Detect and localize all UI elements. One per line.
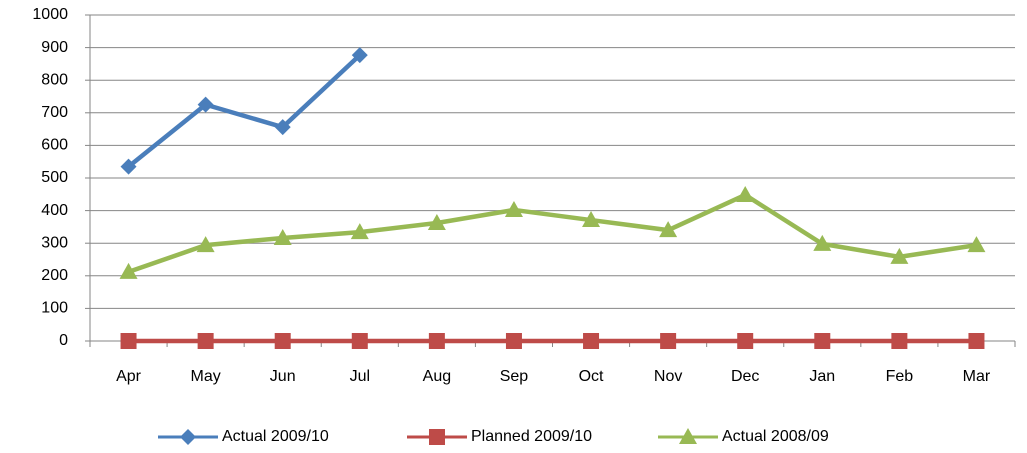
data-point	[119, 262, 138, 279]
x-tick-label: Feb	[886, 368, 914, 385]
data-point	[196, 236, 215, 253]
x-tick-label: Mar	[963, 368, 991, 385]
data-point	[428, 333, 445, 349]
data-point	[427, 213, 446, 230]
data-point	[350, 223, 369, 240]
legend-marker	[180, 429, 196, 445]
data-point	[659, 221, 678, 238]
x-tick-label: Sep	[500, 368, 529, 385]
y-tick-label: 800	[41, 71, 68, 88]
legend-marker	[679, 428, 697, 444]
data-point	[736, 185, 755, 202]
data-point	[273, 228, 292, 245]
data-point	[351, 47, 368, 64]
legend-marker	[429, 429, 445, 445]
y-tick-label: 1000	[32, 6, 68, 23]
x-tick-label: Nov	[654, 368, 682, 385]
y-tick-label: 500	[41, 169, 68, 186]
y-tick-label: 200	[41, 267, 68, 284]
data-point	[737, 333, 754, 349]
y-tick-label: 300	[41, 234, 68, 251]
data-point	[197, 333, 214, 349]
data-point	[274, 119, 291, 136]
data-point	[504, 200, 523, 217]
series-line	[127, 53, 362, 169]
data-point	[968, 333, 985, 349]
legend-label: Actual 2008/09	[722, 428, 829, 445]
legend-label: Actual 2009/10	[222, 428, 329, 445]
data-point	[660, 333, 677, 349]
x-tick-label: May	[191, 368, 221, 385]
y-tick-label: 100	[41, 300, 68, 317]
x-tick-label: Apr	[116, 368, 142, 385]
data-point	[813, 234, 832, 251]
data-point	[274, 333, 291, 349]
series-line	[127, 192, 977, 275]
x-tick-label: Aug	[423, 368, 451, 385]
legend-label: Planned 2009/10	[471, 428, 592, 445]
data-point	[351, 333, 368, 349]
y-tick-label: 0	[59, 332, 68, 349]
x-tick-label: Jul	[350, 368, 370, 385]
data-point	[890, 247, 909, 264]
x-tick-label: Jan	[809, 368, 835, 385]
data-point	[120, 158, 137, 175]
y-tick-label: 400	[41, 202, 68, 219]
y-tick-label: 600	[41, 137, 68, 154]
x-tick-label: Jun	[270, 368, 296, 385]
y-tick-label: 900	[41, 39, 68, 56]
data-point	[583, 333, 600, 349]
data-point	[814, 333, 831, 349]
y-tick-label: 700	[41, 104, 68, 121]
x-tick-label: Oct	[579, 368, 604, 385]
data-point	[505, 333, 522, 349]
data-point	[120, 333, 137, 349]
data-point	[967, 236, 986, 253]
data-point	[197, 96, 214, 113]
data-point	[891, 333, 908, 349]
x-tick-label: Dec	[731, 368, 759, 385]
data-point	[582, 211, 601, 228]
